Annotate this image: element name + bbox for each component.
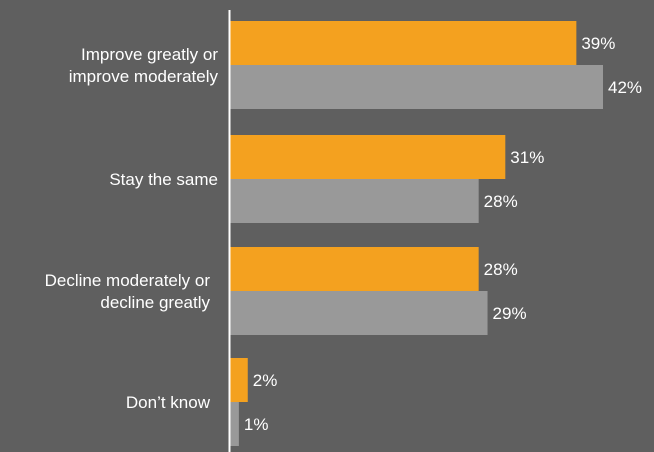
bar-series2-cat2: [230, 179, 479, 223]
bars-layer: [230, 21, 603, 446]
bar-series1-cat1: [230, 21, 577, 65]
category-label-2: Stay the same: [109, 170, 218, 189]
category-label-3-line-2: decline greatly: [100, 293, 210, 312]
data-label-series2-cat4: 1%: [244, 415, 269, 434]
category-label-1-line-2: improve moderately: [69, 67, 219, 86]
bar-series2-cat4: [230, 402, 239, 446]
bar-series1-cat2: [230, 135, 506, 179]
bar-series1-cat3: [230, 247, 479, 291]
category-label-4-line-1: Don’t know: [126, 393, 211, 412]
bar-series2-cat3: [230, 291, 488, 335]
category-label-1-line-1: Improve greatly or: [81, 45, 218, 64]
data-label-series2-cat2: 28%: [484, 192, 518, 211]
category-labels-layer: Improve greatly or improve moderately Stay…: [45, 45, 219, 412]
data-label-series1-cat1: 39%: [581, 34, 615, 53]
data-label-series2-cat3: 29%: [493, 304, 527, 323]
category-label-1: Improve greatly or improve moderately: [69, 45, 219, 86]
data-label-series2-cat1: 42%: [608, 78, 642, 97]
data-label-series1-cat3: 28%: [484, 260, 518, 279]
data-label-series1-cat2: 31%: [510, 148, 544, 167]
data-labels-layer: 39% 42% 31% 28% 28% 29% 2% 1%: [244, 34, 642, 434]
bar-series1-cat4: [230, 358, 248, 402]
category-label-2-line-1: Stay the same: [109, 170, 218, 189]
bar-series2-cat1: [230, 65, 603, 109]
category-label-3: Decline moderately or decline greatly: [45, 271, 211, 312]
category-label-4: Don’t know: [126, 393, 211, 412]
category-label-3-line-1: Decline moderately or: [45, 271, 211, 290]
data-label-series1-cat4: 2%: [253, 371, 278, 390]
